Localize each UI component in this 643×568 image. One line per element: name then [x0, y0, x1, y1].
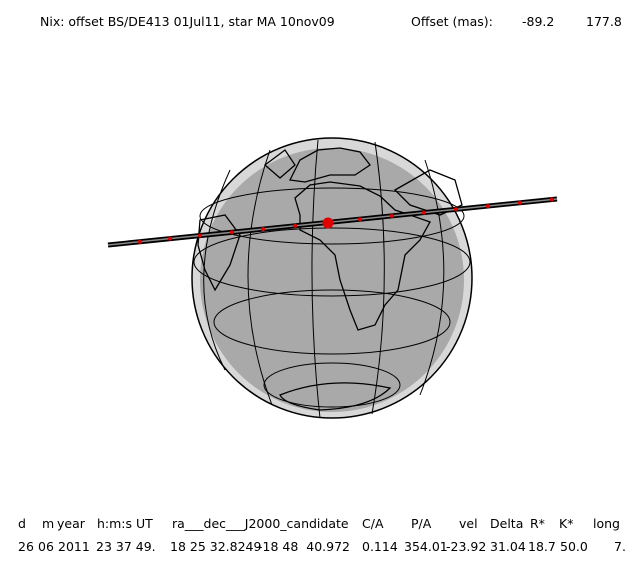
south-america: [197, 214, 241, 292]
time-marker: [550, 197, 554, 202]
time-marker: [261, 227, 265, 232]
greenland: [263, 149, 296, 179]
time-marker: [358, 217, 362, 222]
column-header: P/A: [411, 516, 432, 531]
cell: 06: [38, 539, 54, 554]
column-header: R*: [530, 516, 545, 531]
column-header: year: [57, 516, 86, 531]
column-header: vel: [459, 516, 478, 531]
cell: 23 37 49.: [96, 539, 156, 554]
cell: 2011: [58, 539, 90, 554]
time-marker: [138, 239, 142, 244]
globe: [191, 137, 473, 419]
column-header: K*: [559, 516, 573, 531]
antarctica: [279, 382, 392, 411]
meridian: [203, 169, 231, 371]
cell: 31.04: [490, 539, 526, 554]
closest-approach: [322, 217, 334, 229]
time-marker: [168, 236, 172, 241]
time-marker: [198, 233, 202, 238]
meridian: [371, 141, 385, 415]
column-header: long: [593, 516, 620, 531]
title: Nix: offset BS/DE413 01Jul11, star MA 10…: [40, 14, 335, 29]
meridian: [247, 149, 273, 406]
cell: -23.92: [446, 539, 486, 554]
column-header: h:m:s UT: [97, 516, 153, 531]
cell: -18 48 40.972: [258, 539, 350, 554]
offset-value: 177.8: [586, 14, 622, 29]
column-header: d: [18, 516, 26, 531]
africa: [294, 181, 431, 331]
cell: 18.7: [528, 539, 556, 554]
time-marker: [454, 207, 458, 212]
column-header: Delta: [490, 516, 523, 531]
time-marker: [518, 200, 522, 205]
asia: [393, 169, 463, 216]
time-marker: [230, 230, 234, 235]
latitude-line: [199, 187, 465, 245]
meridian: [311, 139, 321, 419]
cell: 50.0: [560, 539, 588, 554]
latitude-line: [263, 362, 401, 408]
latitude-line: [193, 227, 471, 297]
cell: 0.114: [362, 539, 398, 554]
europe: [289, 147, 371, 183]
cell: 26: [18, 539, 34, 554]
column-header: ra___dec___J2000_candidate: [172, 516, 349, 531]
info-table: d m year h:m:s UT ra___dec___J2000_candi…: [18, 516, 626, 554]
time-marker: [390, 213, 394, 218]
meridian: [419, 159, 445, 396]
time-marker: [486, 204, 490, 209]
offset-value: -89.2: [522, 14, 554, 29]
time-marker: [293, 223, 297, 228]
shadow-path: [107, 196, 558, 248]
cell: 354.01: [404, 539, 448, 554]
cell: 7.: [614, 539, 626, 554]
latitude-line: [213, 289, 451, 355]
offset-label: Offset (mas):: [411, 14, 493, 29]
cell: 18 25 32.8249: [170, 539, 261, 554]
column-header: m: [42, 516, 54, 531]
column-header: C/A: [362, 516, 384, 531]
time-markers: [138, 197, 554, 244]
time-marker: [422, 210, 426, 215]
